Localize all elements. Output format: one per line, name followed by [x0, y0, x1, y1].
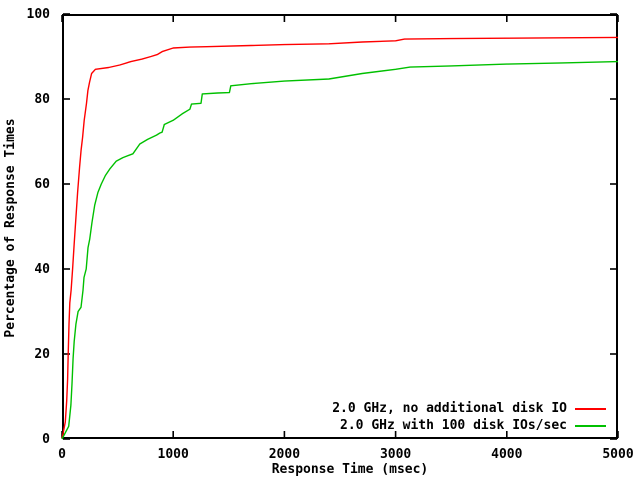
legend: 2.0 GHz, no additional disk IO 2.0 GHz w…: [332, 400, 606, 434]
x-tick-label: 2000: [269, 447, 300, 462]
x-tick-label: 4000: [491, 447, 522, 462]
x-axis-title: Response Time (msec): [271, 462, 429, 477]
legend-item-100-disk-ios: 2.0 GHz with 100 disk IOs/sec: [332, 417, 606, 434]
y-tick-label: 0: [42, 432, 50, 447]
y-tick-label: 100: [27, 7, 51, 22]
red-legend-line-sample: [575, 407, 606, 410]
green-legend-line-sample: [575, 424, 606, 427]
x-tick-label: 5000: [602, 447, 633, 462]
legend-label-no-disk-io: 2.0 GHz, no additional disk IO: [332, 401, 567, 416]
y-tick-label: 20: [34, 347, 50, 362]
x-tick-label: 3000: [380, 447, 411, 462]
legend-label-100-disk-ios: 2.0 GHz with 100 disk IOs/sec: [340, 418, 567, 433]
y-tick-label: 40: [34, 262, 50, 277]
plot-border: [62, 14, 618, 439]
series-line-0: [61, 36, 619, 440]
x-tick-label: 1000: [158, 447, 189, 462]
x-tick-label: 0: [58, 447, 66, 462]
y-tick-label: 80: [34, 92, 50, 107]
y-axis-title: Percentage of Response Times: [3, 118, 18, 338]
legend-item-no-disk-io: 2.0 GHz, no additional disk IO: [332, 400, 606, 417]
y-tick-label: 60: [34, 177, 50, 192]
series-line-1: [61, 60, 619, 440]
